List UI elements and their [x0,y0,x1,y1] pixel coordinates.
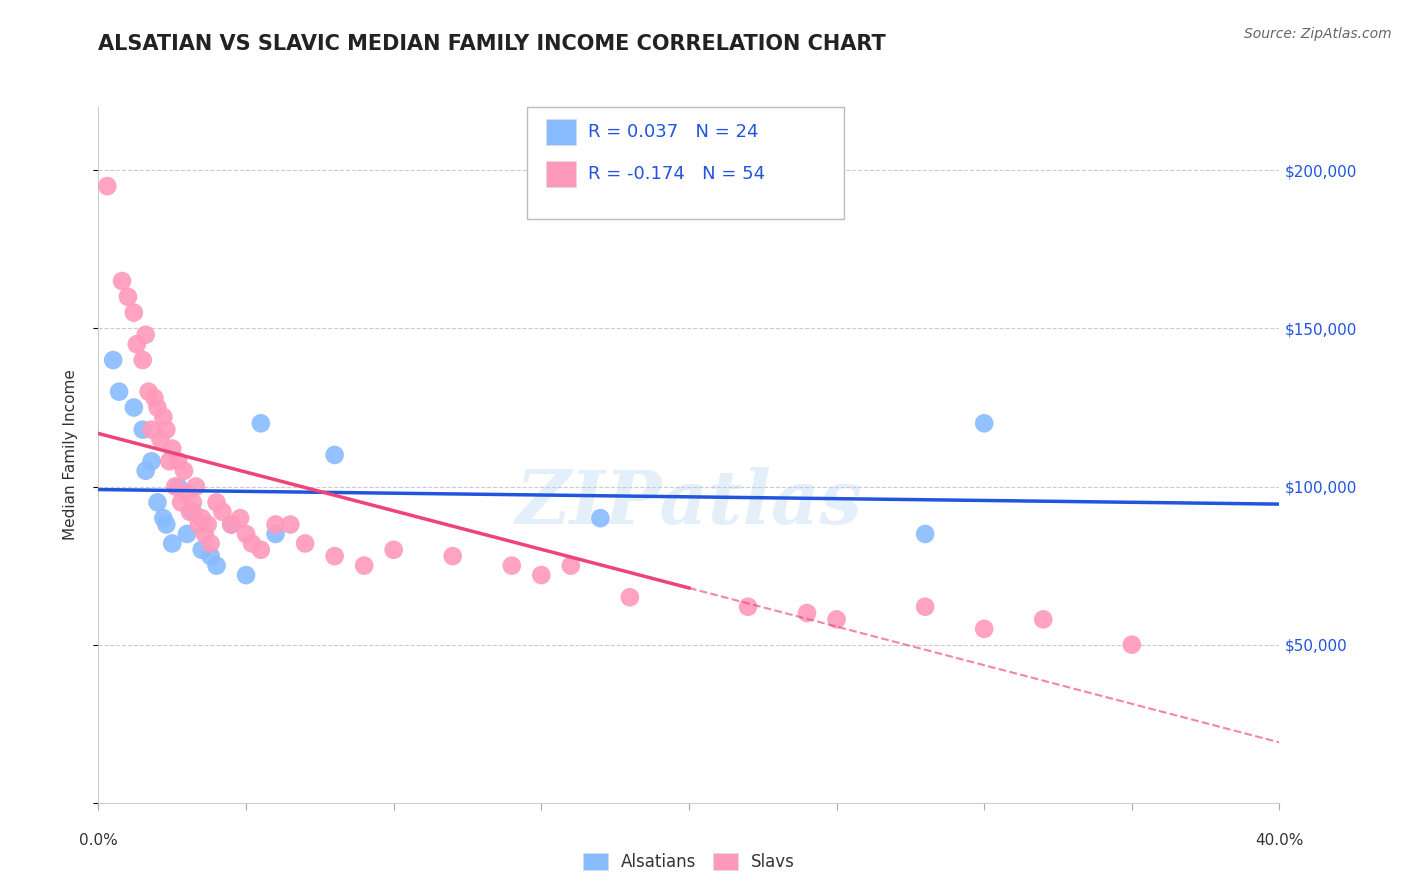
Text: ZIPatlas: ZIPatlas [516,467,862,540]
Point [197,517,219,532]
Point [973,622,995,636]
Point [108,384,131,399]
Point [221,517,243,532]
Text: 40.0%: 40.0% [1256,833,1303,848]
Point [181,495,204,509]
Point [211,505,233,519]
Point [184,479,207,493]
Point [152,409,174,424]
Point [149,432,172,446]
Point [914,599,936,614]
Point [155,517,177,532]
Point [165,479,187,493]
Text: Source: ZipAtlas.com: Source: ZipAtlas.com [1244,27,1392,41]
Text: ALSATIAN VS SLAVIC MEDIAN FAMILY INCOME CORRELATION CHART: ALSATIAN VS SLAVIC MEDIAN FAMILY INCOME … [98,34,886,54]
Point [914,527,936,541]
Point [825,612,848,626]
Point [141,423,163,437]
Point [250,417,273,431]
Point [132,423,155,437]
Text: R = -0.174   N = 54: R = -0.174 N = 54 [588,165,765,183]
Point [235,568,257,582]
Point [441,549,464,563]
Point [1032,612,1054,626]
Point [167,479,190,493]
Point [162,442,183,456]
Point [117,290,139,304]
Point [176,527,198,541]
Point [176,486,198,500]
Point [157,454,180,468]
Point [191,542,214,557]
Point [530,568,553,582]
Point [323,448,346,462]
Point [221,517,243,532]
Point [167,454,190,468]
Point [103,353,125,368]
Point [264,517,287,532]
Text: 0.0%: 0.0% [79,833,118,848]
Point [173,464,195,478]
Point [323,549,346,563]
Point [179,505,201,519]
Point [235,527,257,541]
Y-axis label: Median Family Income: Median Family Income [63,369,77,541]
Point [191,511,214,525]
Point [146,495,169,509]
Text: R = 0.037   N = 24: R = 0.037 N = 24 [588,123,758,141]
Point [170,495,193,509]
Point [250,542,273,557]
Point [125,337,148,351]
Point [973,417,995,431]
Point [138,384,160,399]
Point [353,558,375,573]
Point [194,527,217,541]
Point [294,536,316,550]
Point [796,606,818,620]
Point [135,464,157,478]
Point [162,536,183,550]
Legend: Alsatians, Slavs: Alsatians, Slavs [576,847,801,878]
Point [152,511,174,525]
Point [155,423,177,437]
Point [141,454,163,468]
Point [737,599,759,614]
Point [96,179,118,194]
Point [589,511,612,525]
Point [205,558,228,573]
Point [240,536,263,550]
Point [187,517,209,532]
Point [278,517,302,532]
Point [200,549,222,563]
Point [382,542,405,557]
Point [205,495,228,509]
Point [122,305,145,319]
Point [501,558,523,573]
Point [135,327,157,342]
Point [181,505,204,519]
Point [122,401,145,415]
Point [560,558,582,573]
Point [619,591,641,605]
Point [146,401,169,415]
Point [111,274,134,288]
Point [132,353,155,368]
Point [229,511,252,525]
Point [1121,638,1143,652]
Point [264,527,287,541]
Point [143,391,166,405]
Point [200,536,222,550]
